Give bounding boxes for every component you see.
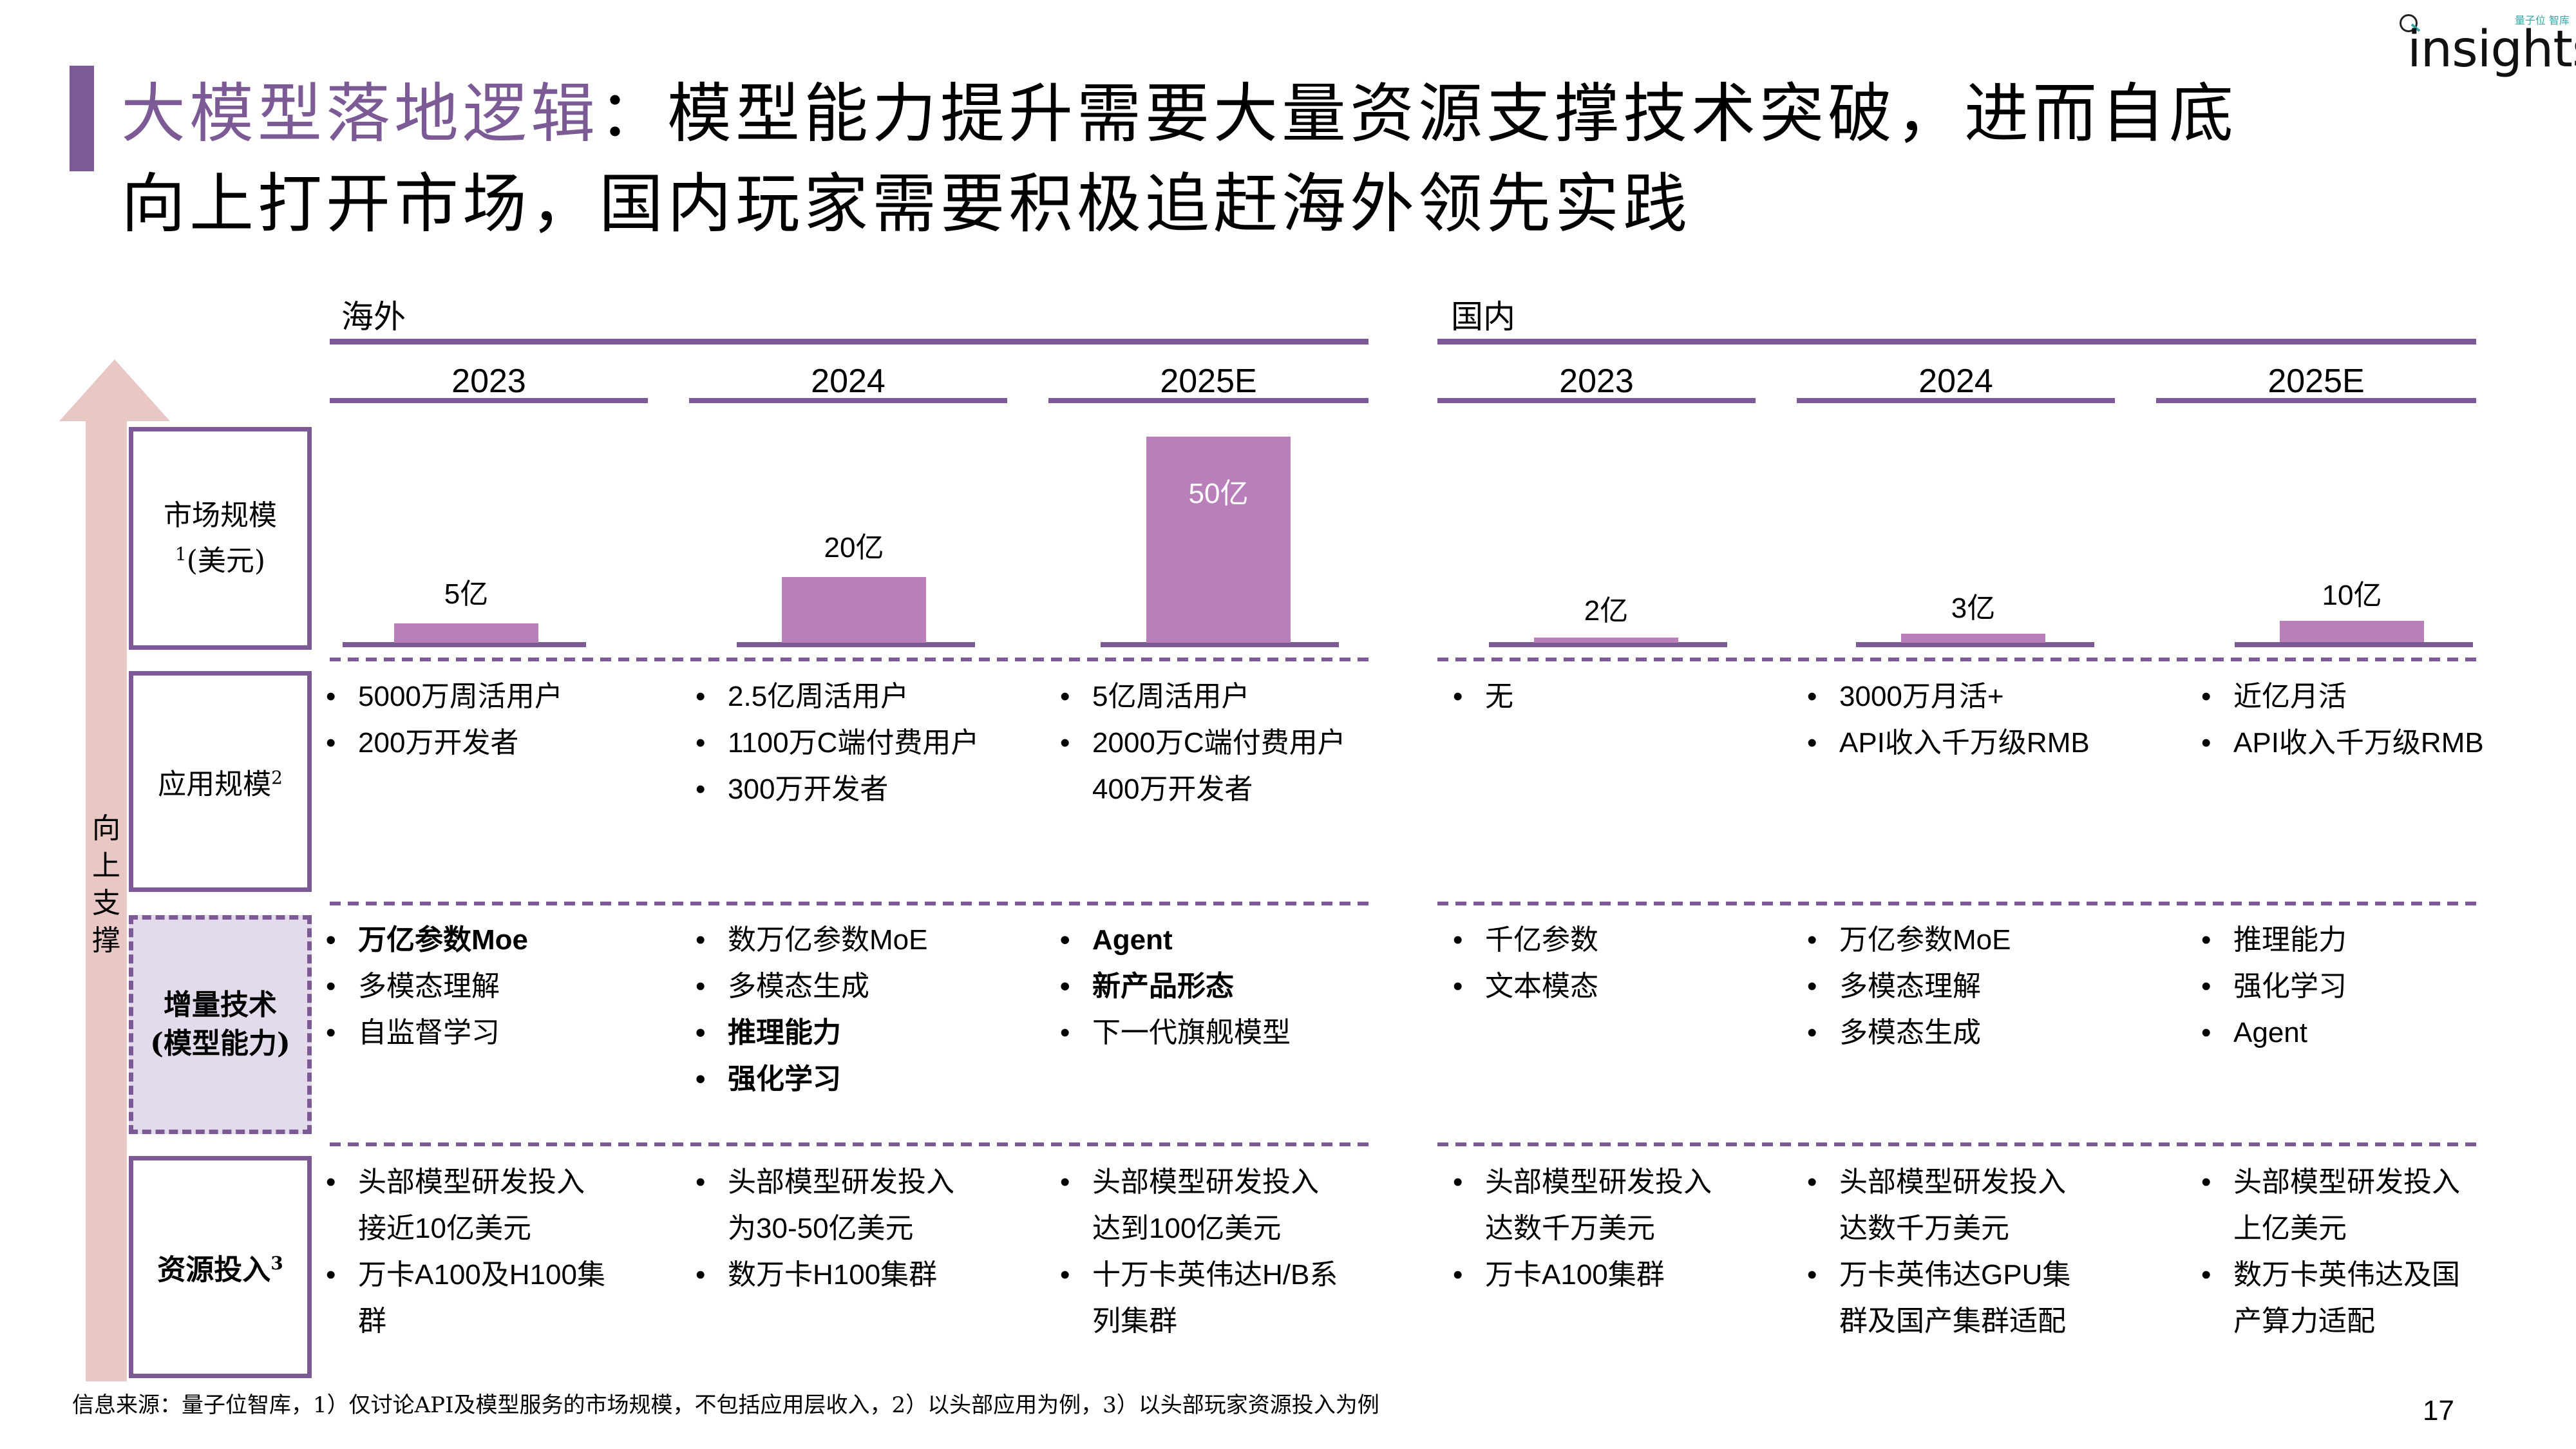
logo-wordmark: insights — [2407, 21, 2576, 79]
row-label-application-scale: 应用规模2 — [129, 671, 312, 892]
page-title-line-1: 大模型落地逻辑：模型能力提升需要大量资源支撑技术突破，进而自底 — [121, 72, 2237, 156]
cell-res-overseas-2023: 头部模型研发投入接近10亿美元万卡A100及H100集群 — [322, 1159, 605, 1345]
cell-app-overseas-2023: 5000万周活用户200万开发者 — [322, 674, 563, 766]
year-domestic-2024: 2024 — [1918, 363, 1993, 400]
cell-app-domestic-2025e: 近亿月活API收入千万级RMB — [2197, 674, 2484, 766]
up-arrow-head-icon — [59, 359, 170, 421]
page-title-rest: 模型能力提升需要大量资源支撑技术突破，进而自底 — [667, 76, 2237, 151]
bar-label: 10亿 — [2322, 580, 2382, 611]
title-separator: ： — [599, 76, 667, 151]
cell-res-domestic-2024: 头部模型研发投入达数千万美元万卡英伟达GPU集群及国产集群适配 — [1803, 1159, 2070, 1345]
region-label-domestic: 国内 — [1451, 298, 1515, 336]
logo-cn-text: 量子位 智库 — [2514, 14, 2570, 26]
row-label-market-size: 市场规模 1(美元) — [129, 427, 312, 650]
bar-overseas-2023 — [394, 623, 538, 643]
cell-res-domestic-2023: 头部模型研发投入达数千万美元万卡A100集群 — [1449, 1159, 1712, 1298]
row-label-incremental-tech: 增量技术 (模型能力) — [129, 915, 312, 1134]
region-rule-domestic — [1437, 339, 2476, 345]
bar-overseas-2024 — [782, 577, 926, 643]
row-separator — [330, 658, 1368, 661]
row-separator — [330, 902, 1368, 905]
region-rule-overseas — [330, 339, 1368, 345]
bar-overseas-2025e — [1146, 437, 1291, 643]
row-separator — [1437, 658, 2476, 661]
year-rule — [689, 398, 1007, 403]
cell-res-domestic-2025e: 头部模型研发投入上亿美元数万卡英伟达及国产算力适配 — [2197, 1159, 2460, 1345]
year-rule — [330, 398, 648, 403]
cell-tech-overseas-2024: 数万亿参数MoE多模态生成推理能力强化学习 — [692, 917, 927, 1103]
page-title-accent: 大模型落地逻辑 — [121, 76, 599, 151]
bar-label: 3亿 — [1951, 592, 1996, 624]
year-overseas-2023: 2023 — [451, 363, 526, 400]
year-rule — [1437, 398, 1756, 403]
bar-label: 50亿 — [1188, 478, 1249, 509]
title-accent-bar — [70, 66, 94, 171]
up-arrow-shaft — [86, 419, 127, 1381]
cell-tech-domestic-2025e: 推理能力强化学习Agent — [2197, 917, 2347, 1056]
brand-logo: 量子位 智库 insights — [2396, 5, 2576, 82]
row-separator — [1437, 902, 2476, 905]
bar-baseline — [343, 642, 586, 647]
arrow-label: 向 上 支 撑 — [92, 812, 120, 957]
year-overseas-2025e: 2025E — [1160, 363, 1257, 400]
cell-app-domestic-2024: 3000万月活+API收入千万级RMB — [1803, 674, 2090, 766]
cell-tech-overseas-2023: 万亿参数Moe多模态理解自监督学习 — [322, 917, 528, 1056]
cell-tech-domestic-2023: 千亿参数文本模态 — [1449, 917, 1598, 1010]
year-domestic-2025e: 2025E — [2268, 363, 2365, 400]
page-title-line-2: 向上打开市场，国内玩家需要积极追赶海外领先实践 — [121, 166, 1691, 242]
row-label-resource-input: 资源投入3 — [129, 1156, 312, 1378]
bar-baseline — [1489, 642, 1727, 647]
bar-baseline — [737, 642, 975, 647]
bar-domestic-2023 — [1534, 638, 1678, 643]
bar-baseline — [1101, 642, 1339, 647]
year-overseas-2024: 2024 — [811, 363, 886, 400]
bar-label: 2亿 — [1584, 595, 1629, 627]
bar-domestic-2025e — [2280, 621, 2424, 643]
row-separator — [330, 1142, 1368, 1146]
bar-baseline — [2235, 642, 2473, 647]
row-separator — [1437, 1142, 2476, 1146]
year-domestic-2023: 2023 — [1559, 363, 1634, 400]
region-label-overseas: 海外 — [341, 298, 406, 336]
bar-domestic-2024 — [1901, 634, 2045, 643]
source-footnote: 信息来源：量子位智库，1）仅讨论API及模型服务的市场规模，不包括应用层收入，2… — [72, 1392, 1379, 1418]
cell-tech-overseas-2025e: Agent新产品形态下一代旗舰模型 — [1056, 917, 1291, 1056]
year-rule — [1797, 398, 2115, 403]
cell-app-overseas-2025e: 5亿周活用户2000万C端付费用户400万开发者 — [1056, 674, 1346, 813]
cell-tech-domestic-2024: 万亿参数MoE多模态理解多模态生成 — [1803, 917, 2011, 1056]
cell-app-domestic-2023: 无 — [1449, 674, 1513, 720]
bar-label: 20亿 — [824, 532, 884, 564]
bar-label: 5亿 — [444, 578, 489, 610]
bar-baseline — [1856, 642, 2094, 647]
page-number: 17 — [2423, 1395, 2454, 1426]
cell-app-overseas-2024: 2.5亿周活用户1100万C端付费用户300万开发者 — [692, 674, 979, 813]
logo-q-icon — [2400, 14, 2418, 32]
year-rule — [1048, 398, 1368, 403]
year-rule — [2156, 398, 2476, 403]
